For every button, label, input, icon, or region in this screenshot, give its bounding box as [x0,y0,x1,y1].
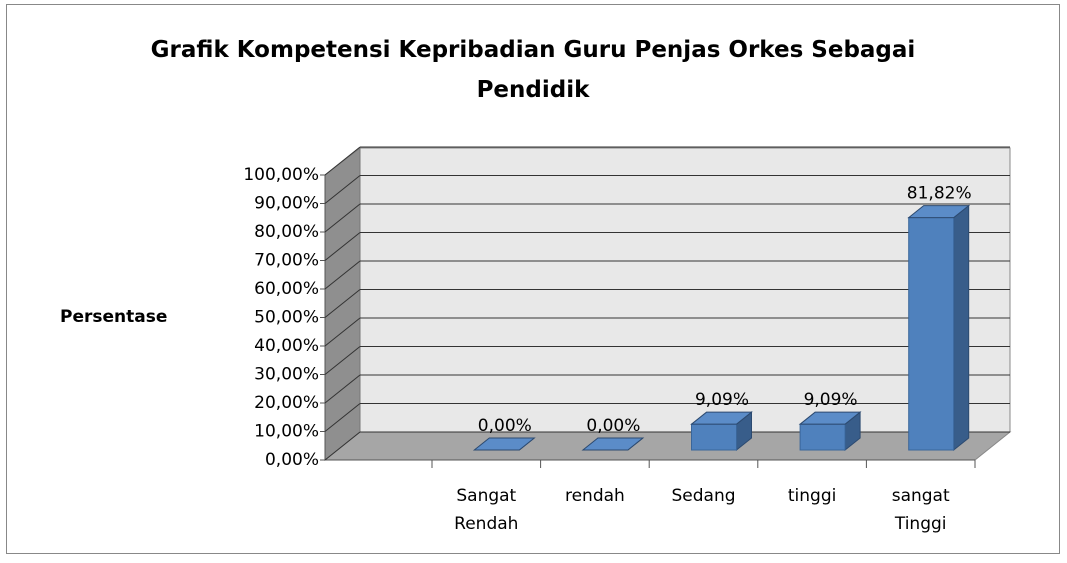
data-label: 9,09% [804,390,858,410]
floor [323,431,1012,461]
bar [908,217,955,451]
y-tick-label: 50,00% [254,308,319,328]
y-tick-label: 80,00% [254,222,319,242]
y-tick-label: 10,00% [254,422,319,442]
grid-line [324,175,361,204]
grid-line [324,289,361,318]
y-tick-label: 60,00% [254,279,319,299]
y-tick-label: 90,00% [254,194,319,214]
grid-line [324,317,361,347]
bar-top [907,205,971,219]
grid-line [324,146,361,176]
grid-line [324,403,361,432]
data-label: 9,09% [695,390,749,410]
bar [799,423,846,451]
y-tick-label: 40,00% [254,336,319,356]
y-tick-label: 70,00% [254,251,319,271]
y-tick-label: 20,00% [254,393,319,413]
x-tick-label: Sedang [671,486,736,506]
y-tick-label: 30,00% [254,365,319,385]
x-tick-label: sangat Tinggi [891,486,950,534]
grid-line [324,374,361,404]
data-label: 0,00% [478,416,532,436]
grid-line [324,346,361,375]
y-tick-label: 100,00% [243,165,319,185]
bar [691,423,737,451]
grid-line [324,260,361,290]
bar-top [690,411,753,425]
data-label: 0,00% [586,416,640,436]
grid-line [324,232,361,261]
x-tick-label: rendah [564,486,625,506]
bar-side [953,204,970,452]
x-tick-label: tinggi [787,486,837,506]
y-tick-label: 0,00% [265,450,319,470]
bar-top [472,437,536,451]
grid-line [324,431,361,461]
data-label: 81,82% [907,184,972,204]
x-tick-label: Sangat Rendah [454,486,519,534]
bar-top [798,411,862,425]
bar-top [581,437,645,451]
y-axis-label: Persentase [60,307,168,327]
grid-line [324,203,361,233]
chart-title: Grafik Kompetensi Kepribadian Guru Penja… [150,37,916,103]
